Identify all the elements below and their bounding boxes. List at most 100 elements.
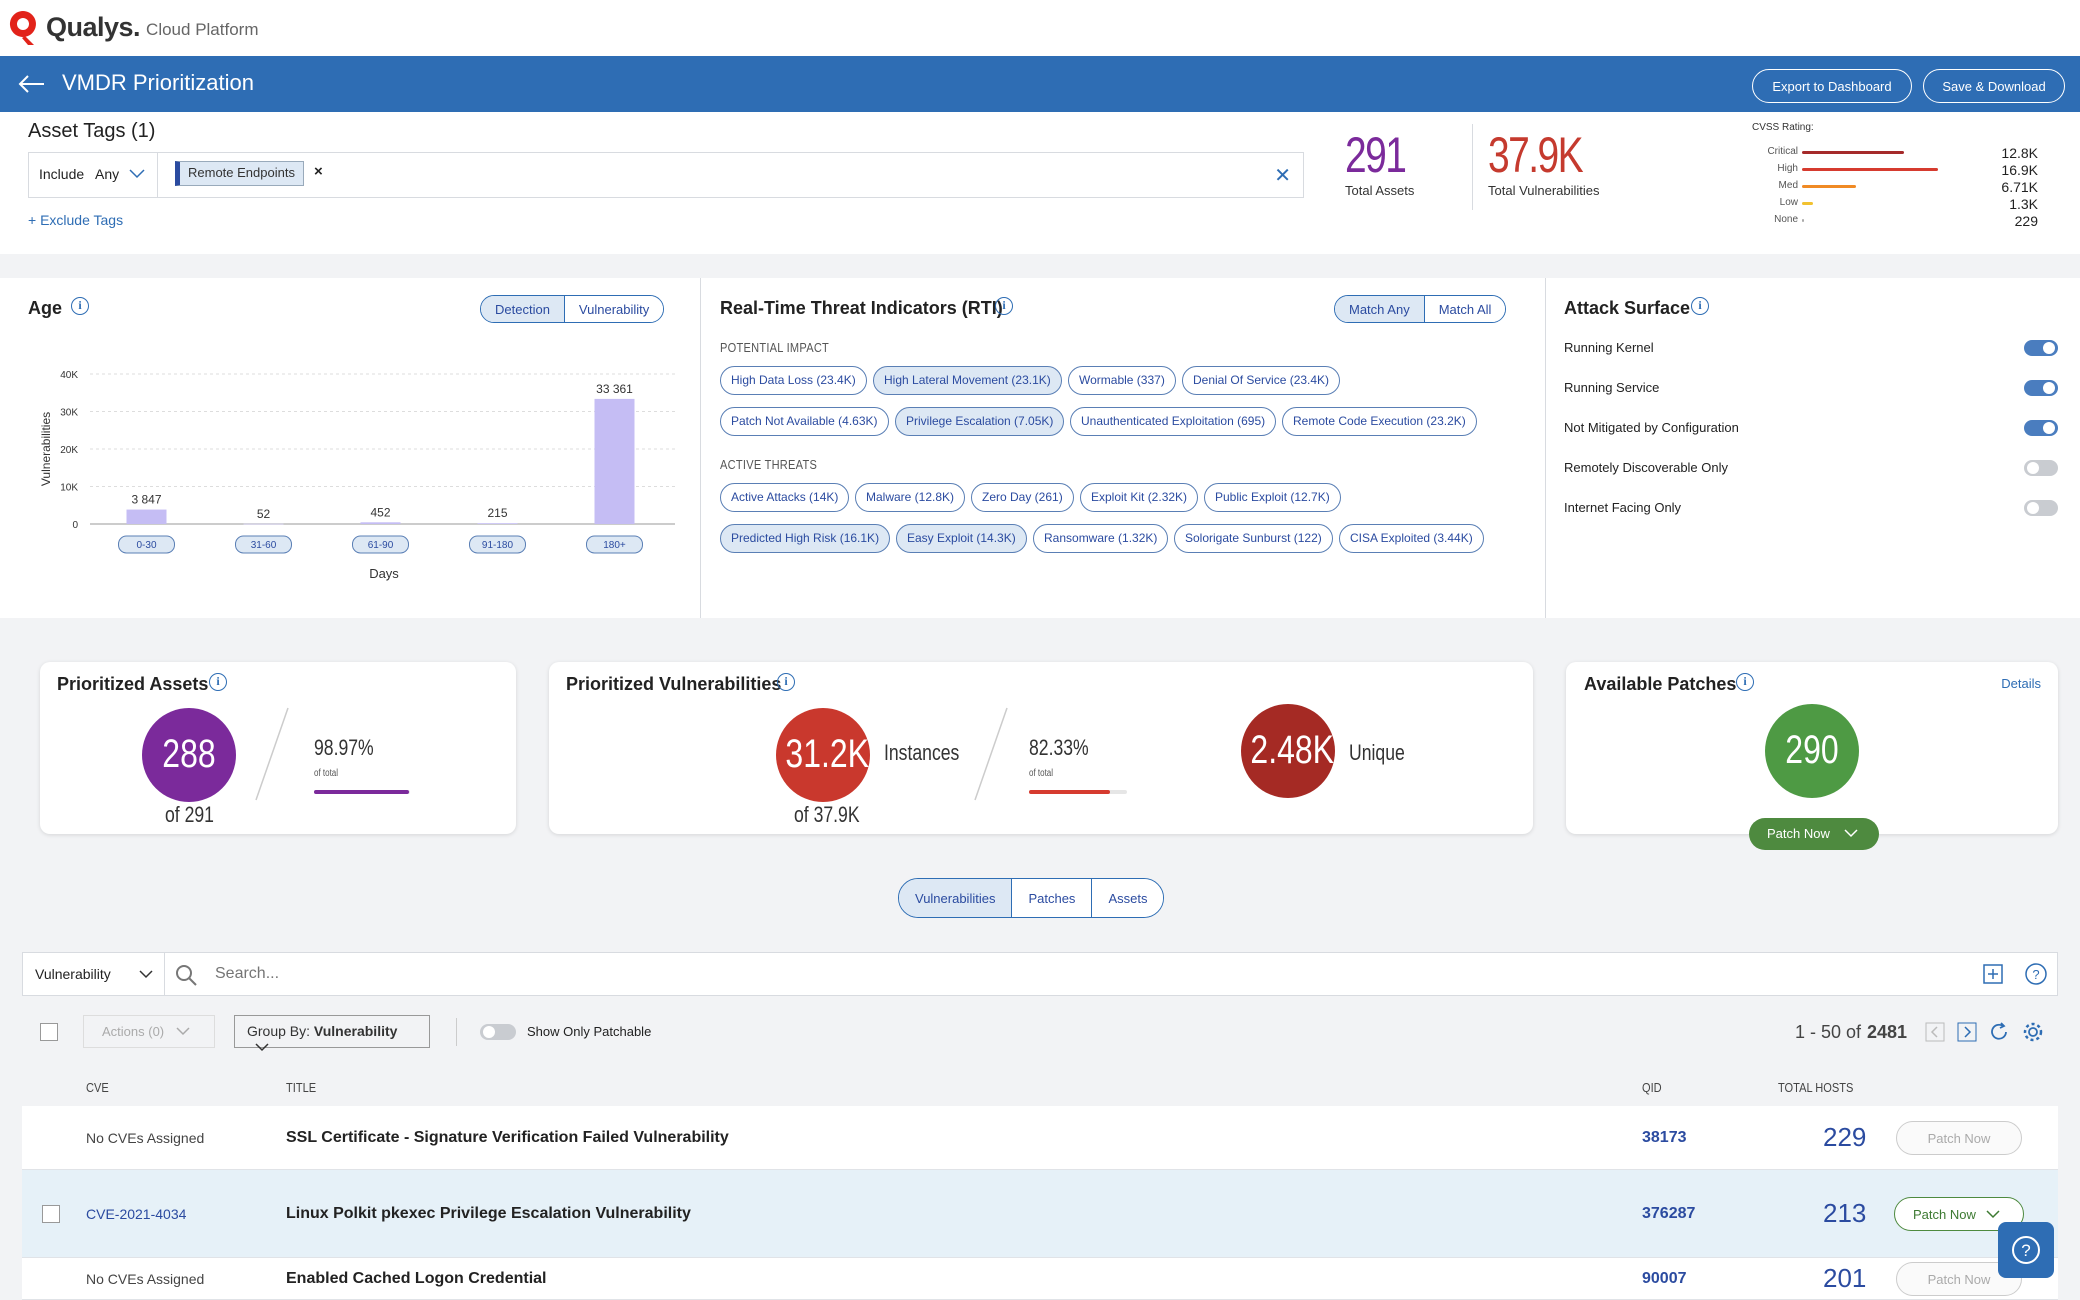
- rti-chip[interactable]: Public Exploit (12.7K): [1204, 483, 1341, 512]
- vuln-title-cell[interactable]: Enabled Cached Logon Credential: [286, 1270, 547, 1287]
- rti-chip[interactable]: Wormable (337): [1068, 366, 1176, 395]
- rti-chip[interactable]: Easy Exploit (14.3K): [896, 524, 1027, 553]
- attack-surface-toggle[interactable]: [2024, 340, 2058, 356]
- remove-tag-icon[interactable]: ×: [314, 163, 323, 180]
- table-row[interactable]: No CVEs Assigned Enabled Cached Logon Cre…: [22, 1258, 2058, 1300]
- column-header-total-hosts[interactable]: TOTAL HOSTS: [1778, 1080, 1854, 1095]
- attack-surface-label: Internet Facing Only: [1564, 500, 1682, 515]
- search-scope-select[interactable]: Vulnerability: [23, 953, 165, 995]
- column-header-title[interactable]: TITLE: [286, 1080, 317, 1095]
- row-patch-now-button[interactable]: Patch Now: [1896, 1121, 2022, 1155]
- rti-chip[interactable]: High Lateral Movement (23.1K): [873, 366, 1062, 395]
- help-icon[interactable]: ?: [2025, 963, 2047, 985]
- divider: [157, 153, 158, 197]
- rti-chip[interactable]: Remote Code Execution (23.2K): [1282, 407, 1477, 436]
- tab-vulnerabilities[interactable]: Vulnerabilities: [899, 879, 1013, 917]
- x-category-chip[interactable]: [118, 535, 175, 554]
- prioritized-assets-circle[interactable]: 288: [142, 708, 236, 802]
- show-patchable-toggle[interactable]: [480, 1024, 516, 1040]
- back-arrow-icon[interactable]: [16, 70, 48, 98]
- attack-surface-toggle[interactable]: [2024, 420, 2058, 436]
- column-header-cve[interactable]: CVE: [86, 1080, 109, 1095]
- details-link[interactable]: Details: [2001, 676, 2041, 691]
- rti-chip[interactable]: High Data Loss (23.4K): [720, 366, 867, 395]
- patches-circle[interactable]: 290: [1765, 704, 1859, 798]
- bar[interactable]: [477, 523, 518, 524]
- refresh-icon[interactable]: [1988, 1021, 2010, 1043]
- help-chat-button[interactable]: ?: [1998, 1222, 2054, 1278]
- match-any-toggle[interactable]: Match Any: [1335, 296, 1425, 322]
- search-input[interactable]: [215, 961, 1915, 987]
- age-title: Age: [28, 298, 63, 318]
- qualys-logo[interactable]: Qualys. Cloud Platform: [8, 10, 258, 45]
- rti-chip[interactable]: Unauthenticated Exploitation (695): [1070, 407, 1277, 436]
- info-icon[interactable]: i: [1691, 297, 1709, 315]
- rti-chip[interactable]: Predicted High Risk (16.1K): [720, 524, 891, 553]
- rti-chip[interactable]: Denial Of Service (23.4K): [1182, 366, 1341, 395]
- pagination-range: 1 - 50 of: [1795, 1022, 1862, 1042]
- x-category-chip[interactable]: [235, 535, 292, 554]
- x-category-chip[interactable]: [586, 535, 643, 554]
- qid-cell[interactable]: 90007: [1642, 1270, 1687, 1287]
- save-download-button[interactable]: Save & Download: [1923, 69, 2065, 103]
- x-category-chip[interactable]: [352, 535, 409, 554]
- info-icon[interactable]: i: [777, 673, 795, 691]
- clear-tags-icon[interactable]: ✕: [1274, 165, 1291, 187]
- vuln-title-cell[interactable]: SSL Certificate - Signature Verification…: [286, 1129, 729, 1146]
- vulnerability-toggle[interactable]: Vulnerability: [564, 296, 664, 322]
- prioritized-vulns-card: Prioritized Vulnerabilities i 31.2K Inst…: [549, 662, 1533, 834]
- tag-filter-box[interactable]: Include Any Remote Endpoints × ✕: [28, 152, 1304, 198]
- qid-cell[interactable]: 376287: [1642, 1205, 1696, 1222]
- bar[interactable]: [243, 523, 284, 525]
- detection-toggle[interactable]: Detection: [481, 296, 565, 322]
- exclude-tags-link[interactable]: + Exclude Tags: [28, 212, 124, 228]
- group-by-dropdown[interactable]: Group By: Vulnerability: [234, 1015, 430, 1052]
- prev-page-icon[interactable]: [1925, 1022, 1945, 1042]
- qid-cell[interactable]: 38173: [1642, 1129, 1687, 1146]
- info-icon[interactable]: i: [995, 297, 1013, 315]
- rti-chip[interactable]: Ransomware (1.32K): [1033, 524, 1169, 553]
- rti-chip[interactable]: Active Attacks (14K): [720, 483, 850, 512]
- rti-chip[interactable]: Zero Day (261): [971, 483, 1074, 512]
- row-checkbox[interactable]: [42, 1205, 60, 1223]
- select-all-checkbox[interactable]: [40, 1023, 58, 1041]
- rti-chip[interactable]: Exploit Kit (2.32K): [1080, 483, 1199, 512]
- rti-chip[interactable]: Malware (12.8K): [855, 483, 966, 512]
- add-icon[interactable]: [1983, 964, 2003, 984]
- rti-chip[interactable]: Patch Not Available (4.63K): [720, 407, 889, 436]
- vuln-title-cell[interactable]: Linux Polkit pkexec Privilege Escalation…: [286, 1205, 691, 1222]
- settings-gear-icon[interactable]: [2022, 1021, 2044, 1043]
- cve-cell[interactable]: CVE-2021-4034: [86, 1206, 187, 1222]
- cvss-row: Low 1.3K: [1752, 196, 2042, 212]
- column-header-qid[interactable]: QID: [1642, 1080, 1662, 1095]
- bar[interactable]: [360, 522, 401, 524]
- match-all-toggle[interactable]: Match All: [1424, 296, 1506, 322]
- info-icon[interactable]: i: [71, 297, 89, 315]
- bar[interactable]: [594, 398, 635, 524]
- selected-tag-chip[interactable]: Remote Endpoints: [175, 161, 304, 186]
- tab-assets[interactable]: Assets: [1092, 879, 1164, 917]
- tab-patches[interactable]: Patches: [1012, 879, 1093, 917]
- unique-circle[interactable]: 2.48K: [1241, 704, 1335, 798]
- info-icon[interactable]: i: [209, 673, 227, 691]
- rti-chip[interactable]: Solorigate Sunburst (122): [1174, 524, 1333, 553]
- info-icon[interactable]: i: [1736, 673, 1754, 691]
- rti-chip[interactable]: Privilege Escalation (7.05K): [895, 407, 1065, 436]
- table-row[interactable]: CVE-2021-4034 Linux Polkit pkexec Privile…: [22, 1170, 2058, 1258]
- x-category-chip[interactable]: [469, 535, 526, 554]
- total-hosts-cell: 229: [1823, 1122, 1867, 1152]
- attack-surface-toggle[interactable]: [2024, 500, 2058, 516]
- actions-dropdown[interactable]: Actions (0): [83, 1015, 215, 1048]
- instances-circle[interactable]: 31.2K: [776, 708, 870, 802]
- attack-surface-toggle[interactable]: [2024, 380, 2058, 396]
- attack-surface-toggle[interactable]: [2024, 460, 2058, 476]
- rti-chip[interactable]: CISA Exploited (3.44K): [1339, 524, 1484, 553]
- cvss-bar: [1802, 219, 1805, 222]
- patch-now-button[interactable]: Patch Now: [1749, 818, 1879, 850]
- export-dashboard-button[interactable]: Export to Dashboard: [1752, 69, 1912, 103]
- table-row[interactable]: No CVEs Assigned SSL Certificate - Signat…: [22, 1106, 2058, 1170]
- attack-surface-item: Running Service: [1564, 378, 2058, 398]
- match-select[interactable]: Any: [95, 166, 145, 182]
- bar[interactable]: [126, 509, 167, 524]
- next-page-icon[interactable]: [1957, 1022, 1977, 1042]
